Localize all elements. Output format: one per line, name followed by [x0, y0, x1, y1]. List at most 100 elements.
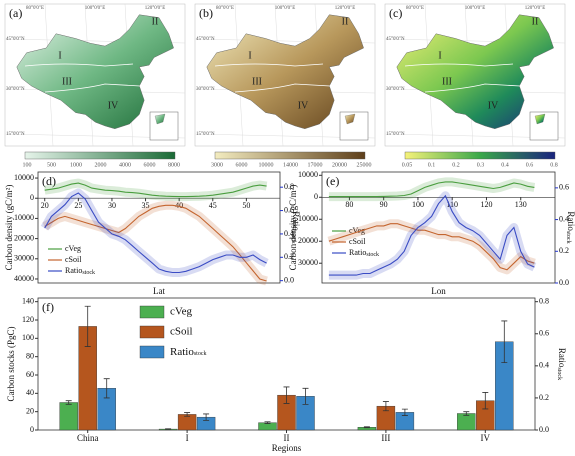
legend-label: cSoil	[65, 255, 82, 264]
china-map	[16, 14, 174, 129]
legend-swatch	[139, 325, 165, 339]
panel-label: (c)	[389, 6, 402, 20]
colorbar-tick-label: 0.1	[428, 162, 436, 168]
error-bar	[382, 401, 389, 412]
error-bar	[103, 378, 110, 399]
graticule-label: 30°0'0"N	[386, 87, 405, 92]
x-tick-label: 110	[446, 200, 458, 209]
y2-tick-label: 0.4	[284, 229, 294, 238]
graticule-label: 15°0'0"N	[6, 132, 25, 137]
y-tick-label: 30000	[14, 254, 34, 263]
y-tick-label: 10000	[14, 213, 34, 222]
colorbar-tick-label: 0.3	[477, 162, 485, 168]
panel-label: (f)	[42, 300, 54, 314]
x-tick-label: 45	[209, 201, 217, 210]
series-line	[44, 204, 267, 282]
error-bar	[401, 408, 408, 416]
graticule-label: 45°0'0"N	[196, 37, 215, 42]
colorbar-tick-label: 0.6	[526, 162, 534, 168]
region-label: IV	[488, 100, 499, 111]
colorbar-tick-label: 0.2	[452, 162, 460, 168]
colorbar-tick-label: 0.05	[402, 162, 413, 168]
x-tick-label: 130	[515, 200, 527, 209]
y2-tick-label: 0.6	[539, 329, 549, 338]
y-tick-label: 40000	[14, 274, 34, 283]
x-tick-label: 80	[345, 200, 353, 209]
colorbar-tick-label: 6000	[236, 162, 248, 168]
y-axis-label: Carbon stocks (PgC)	[6, 327, 16, 402]
colorbar-tick-label: 2000	[95, 162, 107, 168]
inset-map	[344, 113, 356, 125]
y-tick-label: 20000	[298, 236, 318, 245]
region-label: III	[442, 76, 452, 87]
graticule-label: 30°0'0"N	[6, 87, 25, 92]
x-tick-label: 30	[108, 201, 116, 210]
y2-axis-label-sub: stock	[556, 367, 562, 380]
region-label: IV	[298, 100, 309, 111]
error-bar	[165, 428, 172, 430]
y-tick-label: 140	[22, 296, 34, 305]
error-bar	[264, 421, 271, 424]
region-label: IV	[108, 100, 119, 111]
colorbar-tick-label: 1000	[70, 162, 82, 168]
y-tick-label: 10000	[298, 170, 318, 179]
colorbar-tick-label: 25000	[357, 162, 372, 168]
y2-axis-label-sub: stock	[565, 231, 571, 244]
region-label: III	[62, 76, 72, 87]
x-tick-label: 120	[480, 200, 492, 209]
region-label: II	[152, 16, 159, 27]
error-bar	[302, 387, 309, 405]
x-tick-label: China	[77, 433, 99, 443]
region-boundary	[404, 63, 521, 93]
x-tick-label: 35	[142, 201, 150, 210]
colorbar	[214, 151, 366, 160]
x-tick-label: III	[381, 433, 390, 443]
colorbar-tick-label: 17000	[308, 162, 323, 168]
bar	[457, 413, 476, 431]
y2-axis-label-main: Ratio	[291, 211, 301, 231]
colorbar-tick-label: 6000	[144, 162, 156, 168]
graticule-label: 80°0'0"E	[26, 6, 44, 11]
series-line	[44, 182, 267, 198]
china-map	[396, 14, 554, 129]
bar	[177, 414, 197, 431]
x-tick-label: 20	[41, 201, 49, 210]
colorbar	[404, 151, 556, 160]
y2-axis-label: Ratiostock	[565, 211, 575, 243]
legend-label: cSoil	[170, 326, 193, 338]
y2-tick-label: 0.8	[284, 182, 294, 191]
map-panel: (b) 80°0'0"E 100°0'0"E 120°0'0"E 45°0'0"N 30°…	[194, 3, 376, 168]
y2-tick-label: 0.0	[284, 275, 294, 284]
error-bar	[184, 412, 191, 417]
legend-label-sub: stock	[194, 351, 207, 357]
x-tick-label: II	[284, 433, 290, 443]
y2-axis-label-sub: stock	[290, 231, 296, 244]
colorbar-tick-label: 100	[23, 162, 32, 168]
legend-label-main: Ratio	[65, 266, 82, 275]
colorbar-tick-label: 14000	[283, 162, 298, 168]
graticule-label: 120°0'0"E	[525, 6, 546, 11]
y-tick-label: 0	[30, 193, 34, 202]
legend-swatch	[139, 345, 165, 359]
plot-frame	[37, 171, 281, 284]
error-bar	[84, 305, 91, 347]
y2-tick-label: 0.2	[539, 393, 549, 402]
series-line	[328, 181, 535, 198]
y-tick-label: 40	[26, 388, 34, 397]
colorbar-tick-label: 0.4	[501, 162, 509, 168]
graticule-label: 45°0'0"N	[6, 37, 25, 42]
y-tick-label: 30000	[298, 258, 318, 267]
graticule-label: 45°0'0"N	[386, 37, 405, 42]
error-bar	[65, 400, 72, 405]
graticule-label: 80°0'0"E	[406, 6, 424, 11]
colorbar	[24, 151, 176, 160]
y2-tick-label: 0.4	[559, 214, 569, 223]
y2-tick-label: 0.0	[559, 278, 569, 287]
x-tick-label: 90	[380, 200, 388, 209]
legend-label: cSoil	[349, 237, 366, 246]
legend-label: cVeg	[349, 226, 365, 235]
x-tick-label: 100	[412, 200, 424, 209]
y2-tick-label: 0.6	[559, 183, 569, 192]
error-bar	[482, 392, 489, 410]
